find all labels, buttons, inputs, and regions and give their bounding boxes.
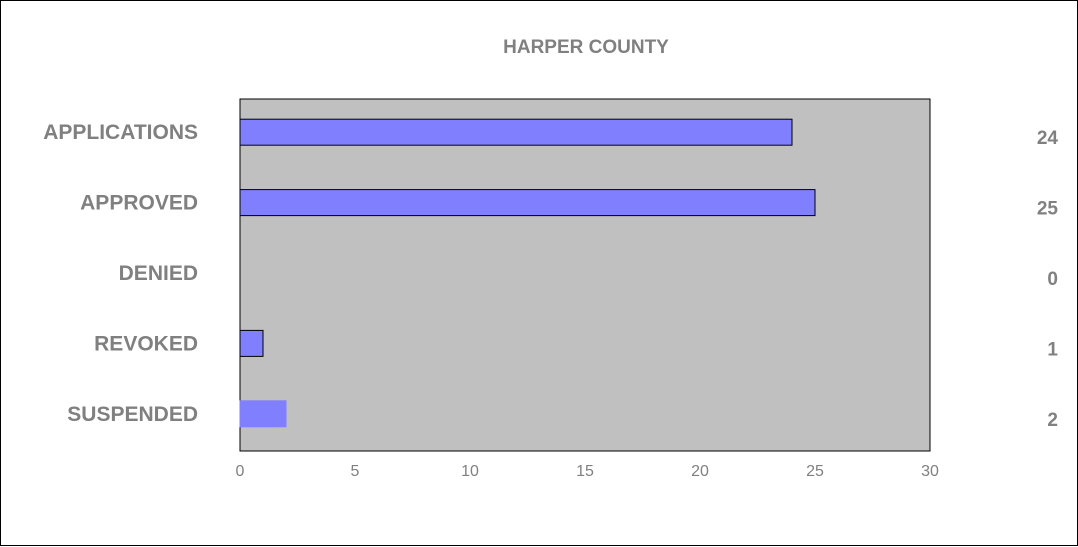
bar-approved (239, 189, 816, 217)
x-axis-ticks: 0 5 10 15 20 25 30 (236, 463, 939, 480)
x-tick-label: 30 (921, 463, 939, 480)
x-tick-label: 0 (236, 463, 245, 480)
bar-suspended (239, 400, 287, 428)
x-tick-label: 15 (576, 463, 594, 480)
x-tick-label: 10 (461, 463, 479, 480)
plot-area (239, 98, 931, 452)
category-labels: APPLICATIONS APPROVED DENIED REVOKED SUSPEND… (43, 121, 198, 426)
bars-group (239, 118, 816, 428)
value-label-suspended: 2 (1047, 410, 1058, 431)
x-tick-label: 5 (351, 463, 360, 480)
category-label-denied: DENIED (119, 262, 198, 285)
value-label-denied: 0 (1047, 269, 1058, 290)
value-label-applications: 24 (1037, 128, 1059, 149)
category-label-approved: APPROVED (80, 192, 198, 215)
value-label-approved: 25 (1037, 199, 1059, 220)
x-tick-label: 20 (691, 463, 709, 480)
category-label-applications: APPLICATIONS (43, 121, 198, 144)
bar-revoked (239, 329, 264, 357)
value-labels: 24 25 0 1 2 (1037, 128, 1059, 431)
category-label-revoked: REVOKED (94, 332, 198, 355)
value-label-revoked: 1 (1047, 339, 1058, 360)
chart-title: HARPER COUNTY (503, 37, 669, 58)
x-tick-label: 25 (806, 463, 824, 480)
bar-applications (239, 118, 793, 146)
category-label-suspended: SUSPENDED (67, 403, 198, 426)
